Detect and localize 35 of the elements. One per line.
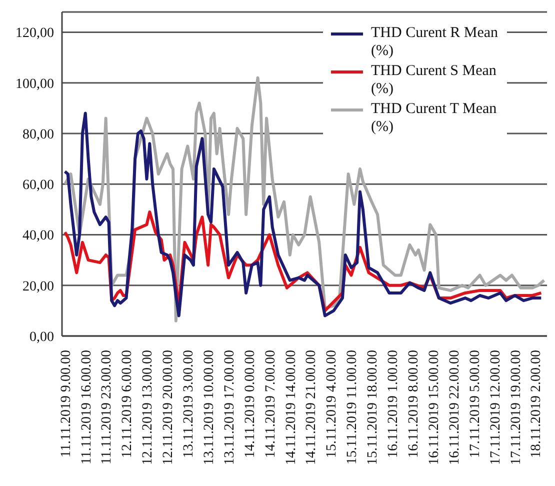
x-tick-label: 16.11.2019 15.00.00 bbox=[426, 350, 442, 465]
legend-label: THD Curent R Mean (%) bbox=[371, 24, 500, 60]
y-tick-label: 20,00 bbox=[22, 279, 54, 294]
x-tick-label: 15.11.2019 4.00.00 bbox=[324, 350, 340, 458]
x-tick-label: 12.11.2019 6.00.00 bbox=[120, 350, 136, 458]
y-tick-label: 120,00 bbox=[16, 26, 54, 42]
x-tick-label: 17.11.2019 5.00.00 bbox=[468, 350, 483, 458]
y-tick-label: 60,00 bbox=[22, 178, 54, 194]
x-tick-label: 11.11.2019 16.00.00 bbox=[79, 350, 94, 464]
y-tick-label: 80,00 bbox=[22, 127, 54, 142]
x-tick-label: 11.11.2019 9.00.00 bbox=[58, 350, 74, 458]
x-tick-label: 12.11.2019 20.00.00 bbox=[161, 350, 176, 465]
x-tick-label: 11.11.2019 23.00.00 bbox=[100, 350, 115, 464]
x-tick-label: 15.11.2019 18.00.00 bbox=[366, 350, 381, 465]
legend-label: THD Curent S Mean (%) bbox=[371, 62, 498, 98]
x-tick-label: 16.11.2019 22.00.00 bbox=[447, 350, 462, 465]
x-tick-label: 18.11.2019 2.00.00 bbox=[529, 350, 544, 458]
x-tick-label: 14.11.2019 0.00.00 bbox=[242, 350, 258, 458]
y-tick-label: 0,00 bbox=[30, 330, 54, 345]
x-tick-label: 13.11.2019 17.00.00 bbox=[222, 350, 238, 465]
x-tick-label: 14.11.2019 21.00.00 bbox=[304, 350, 320, 465]
x-tick-label: 16.11.2019 8.00.00 bbox=[406, 350, 422, 458]
x-tick-label: 16.11.2019 1.00.00 bbox=[386, 350, 402, 458]
y-tick-label: 40,00 bbox=[22, 228, 54, 244]
y-tick-label: 100,00 bbox=[16, 76, 54, 92]
x-tick-label: 12.11.2019 13.00.00 bbox=[140, 350, 156, 465]
x-tick-label: 17.11.2019 19.00.00 bbox=[508, 350, 524, 465]
x-tick-label: 14.11.2019 14.00.00 bbox=[284, 350, 299, 465]
legend-label: THD Curent T Mean (%) bbox=[371, 100, 498, 136]
x-tick-label: 13.11.2019 10.00.00 bbox=[202, 350, 217, 465]
x-tick-label: 15.11.2019 11.00.00 bbox=[345, 350, 360, 464]
line-series bbox=[63, 112, 543, 318]
x-tick-label: 17.11.2019 12.00.00 bbox=[488, 350, 504, 465]
x-tick-label: 13.11.2019 3.00.00 bbox=[182, 350, 197, 458]
x-tick-label: 14.11.2019 7.00.00 bbox=[263, 350, 278, 458]
